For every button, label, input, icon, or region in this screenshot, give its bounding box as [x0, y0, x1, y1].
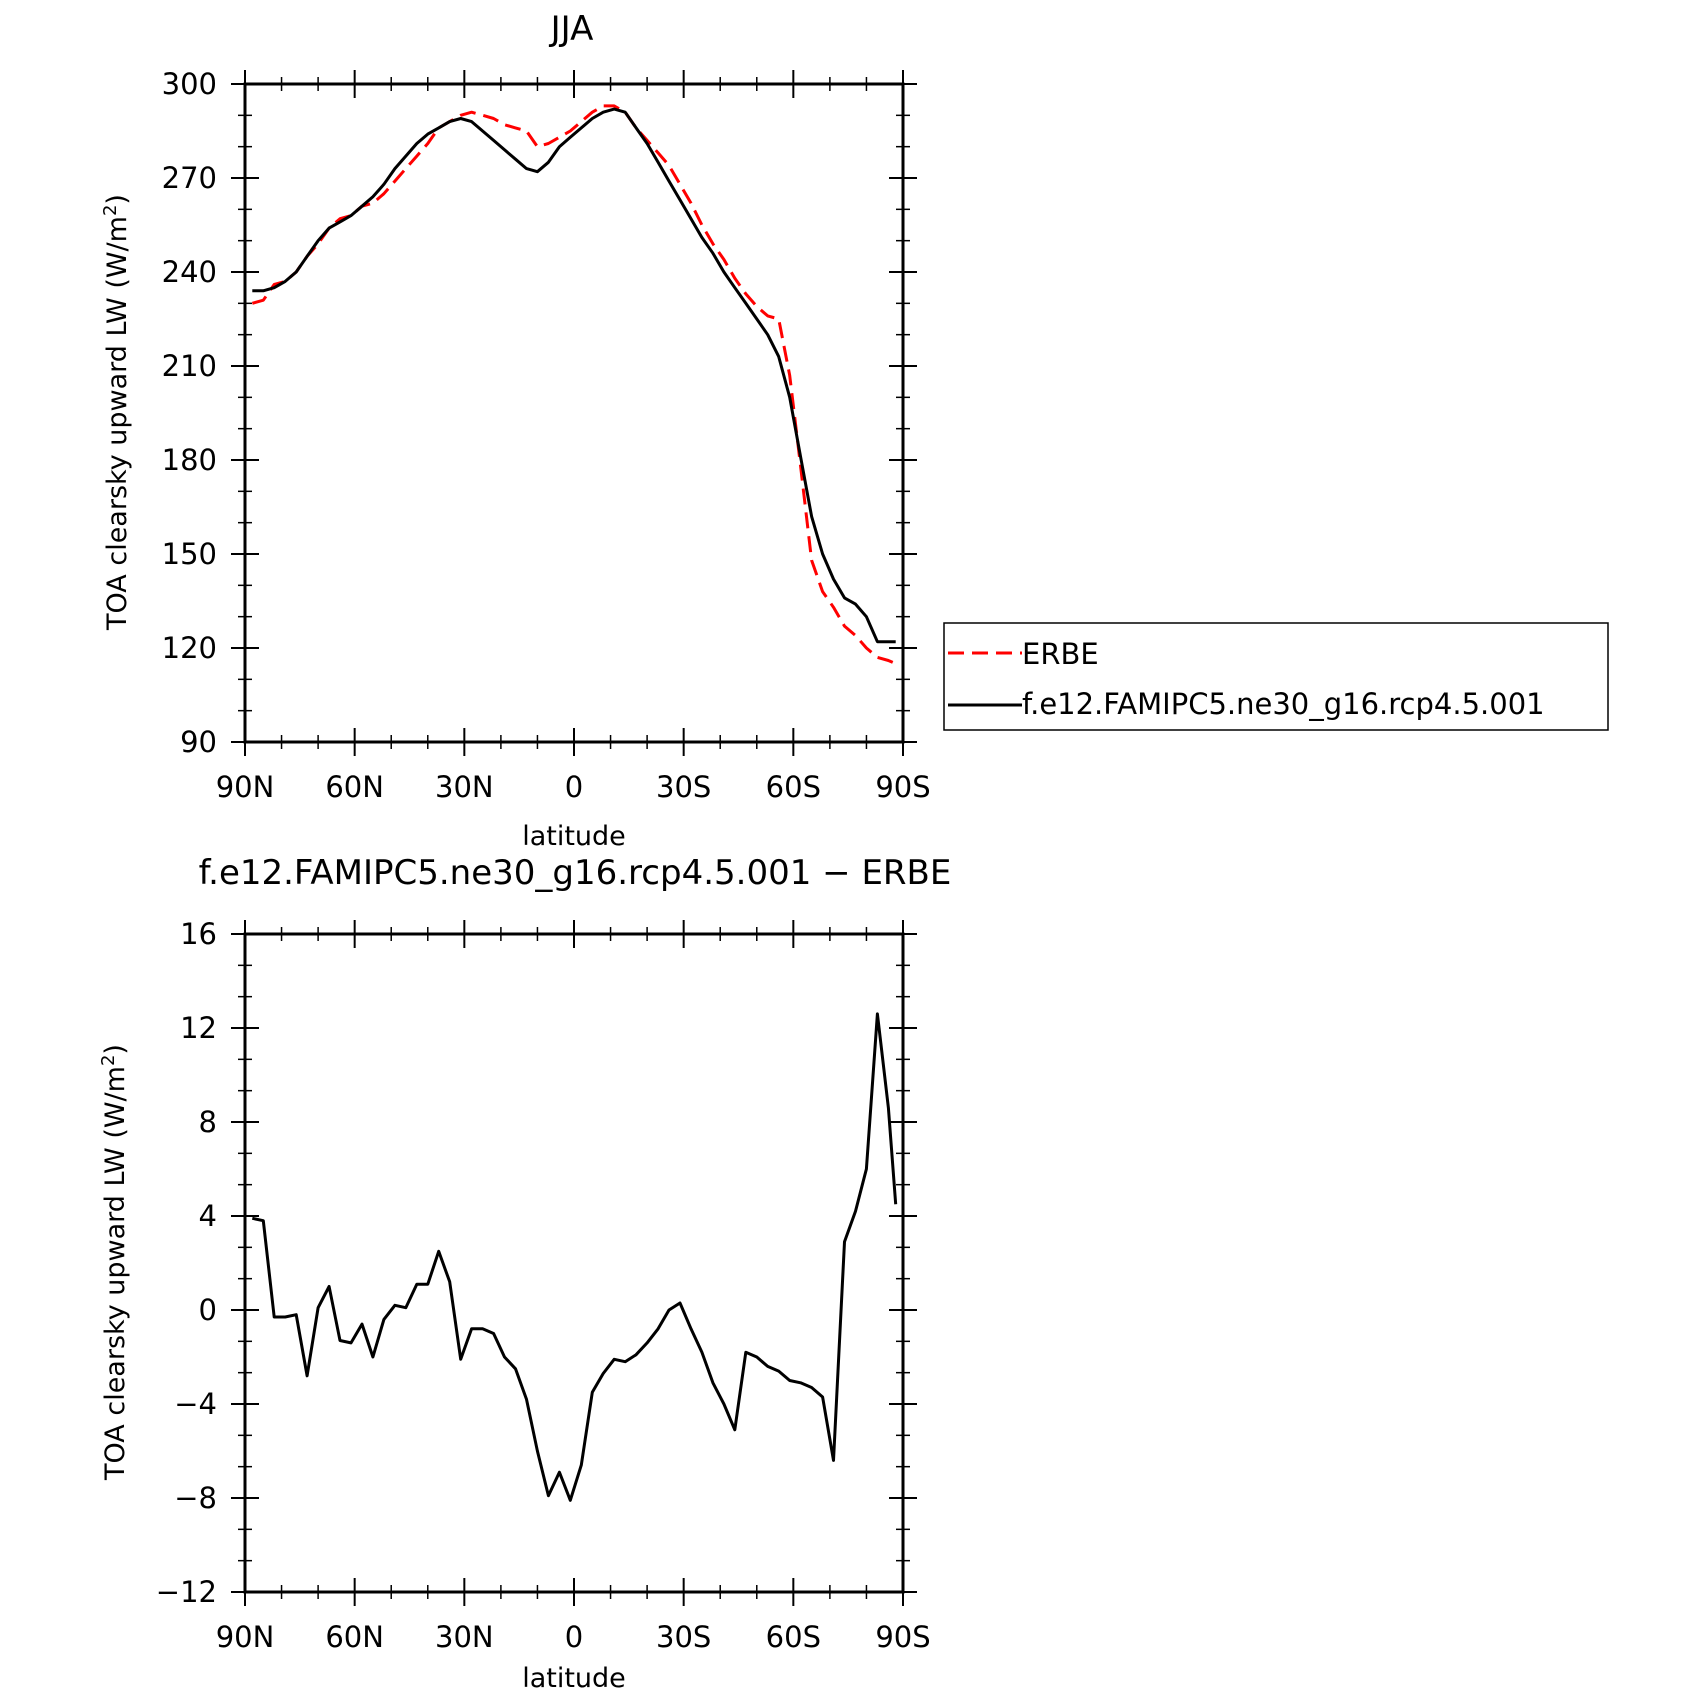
bottom-y-axis-label-close: ): [100, 1044, 131, 1055]
top-y-ticks: 90 120 150 180 210 240 270 300: [162, 67, 917, 759]
y-tick-label: −12: [156, 1575, 217, 1609]
x-tick-label: 30N: [435, 1620, 494, 1654]
top-series-line-erbe: [251, 104, 897, 666]
bottom-x-axis-label: latitude: [522, 1663, 626, 1691]
top-y-axis-label: TOA clearsky upward LW (W/m2): [100, 194, 133, 631]
y-tick-label: −4: [174, 1387, 217, 1421]
x-tick-label: 0: [565, 770, 583, 804]
top-panel: JJA 90 120 150 180 210 240 270 300 90N 60N 30N 0 30…: [100, 9, 1609, 852]
bottom-y-ticks: −12 −8 −4 0 4 8 12 16: [156, 917, 917, 1609]
x-tick-label: 0: [565, 1620, 583, 1654]
y-tick-label: 8: [199, 1105, 217, 1139]
y-tick-label: 150: [162, 537, 217, 571]
x-tick-label: 30S: [656, 770, 711, 804]
top-panel-title: JJA: [549, 9, 594, 49]
bottom-y-axis-label-text: TOA clearsky upward LW (W/m: [100, 1066, 131, 1481]
y-tick-label: 240: [162, 255, 217, 289]
bottom-y-axis-label: TOA clearsky upward LW (W/m2): [98, 1044, 131, 1481]
x-tick-label: 90S: [875, 1620, 930, 1654]
top-series-line-model: [252, 107, 896, 644]
legend: ERBE f.e12.FAMIPC5.ne30_g16.rcp4.5.001: [943, 622, 1609, 731]
x-tick-label: 60N: [325, 770, 384, 804]
y-tick-label: 270: [162, 161, 217, 195]
x-tick-label: 30N: [435, 770, 494, 804]
y-tick-label: 4: [199, 1199, 217, 1233]
x-tick-label: 30S: [656, 1620, 711, 1654]
top-plot-frame: [243, 82, 905, 744]
y-tick-label: 180: [162, 443, 217, 477]
x-tick-label: 60S: [766, 770, 821, 804]
top-plot-lines: [251, 104, 897, 666]
y-tick-label: 300: [162, 67, 217, 101]
bottom-plot-lines: [251, 1012, 898, 1502]
top-y-axis-label-sup: 2: [100, 205, 121, 216]
top-y-axis-label-text: TOA clearsky upward LW (W/m: [102, 216, 133, 631]
top-y-axis-label-close: ): [102, 194, 133, 205]
bottom-panel-title: f.e12.FAMIPC5.ne30_g16.rcp4.5.001 − ERBE: [199, 853, 952, 893]
x-tick-label: 90N: [216, 1620, 275, 1654]
x-tick-label: 90S: [875, 770, 930, 804]
legend-label-model: f.e12.FAMIPC5.ne30_g16.rcp4.5.001: [1022, 687, 1545, 721]
x-tick-label: 60S: [766, 1620, 821, 1654]
y-tick-label: 120: [162, 631, 217, 665]
bottom-series-line-difference: [251, 1012, 898, 1502]
y-tick-label: 210: [162, 349, 217, 383]
bottom-panel: f.e12.FAMIPC5.ne30_g16.rcp4.5.001 − ERBE…: [98, 853, 951, 1691]
y-tick-label: 90: [180, 725, 217, 759]
bottom-y-axis-label-sup: 2: [98, 1055, 119, 1066]
y-tick-label: 0: [199, 1293, 217, 1327]
legend-box: [943, 622, 1609, 731]
x-tick-label: 90N: [216, 770, 275, 804]
x-tick-label: 60N: [325, 1620, 384, 1654]
y-tick-label: 12: [180, 1011, 217, 1045]
bottom-x-ticks: 90N 60N 30N 0 30S 60S 90S: [216, 920, 931, 1654]
top-x-axis-label: latitude: [522, 821, 626, 852]
y-tick-label: −8: [174, 1481, 217, 1515]
top-x-ticks: 90N 60N 30N 0 30S 60S 90S: [216, 70, 931, 804]
y-tick-label: 16: [180, 917, 217, 951]
legend-label-erbe: ERBE: [1022, 637, 1099, 671]
